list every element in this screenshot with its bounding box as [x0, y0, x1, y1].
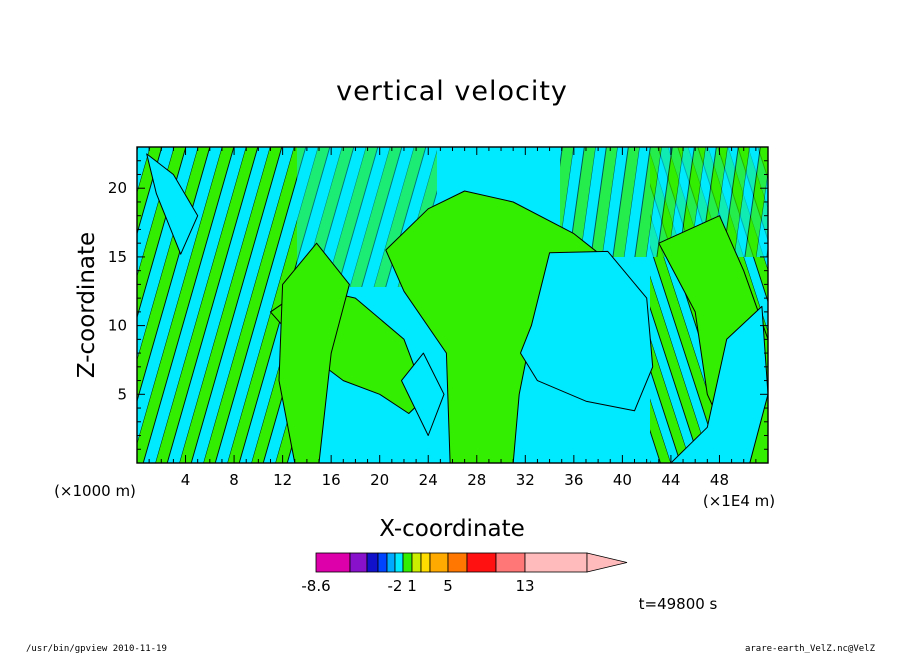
x-tick-label: 8 — [229, 471, 239, 489]
colorbar: -8.6 -2 1 5 13 — [301, 552, 628, 595]
colorbar-tick-label: 1 — [407, 577, 417, 595]
colorbar-tick-label: 13 — [515, 577, 534, 595]
x-axis-label: X-coordinate — [379, 516, 525, 542]
colorbar-tick-label: -8.6 — [301, 577, 330, 595]
y-tick-label: 5 — [117, 385, 127, 403]
x-tick-label: 28 — [467, 471, 486, 489]
contour-region-1 — [146, 153, 199, 255]
x-tick-label: 36 — [564, 471, 583, 489]
x-tick-label: 16 — [322, 471, 341, 489]
x-tick-label: 12 — [273, 471, 292, 489]
footer-left: /usr/bin/gpview 2010-11-19 — [26, 644, 167, 654]
x-tick-label: 48 — [710, 471, 729, 489]
y-tick-label: 20 — [108, 179, 127, 197]
colorbar-extend-triangle — [586, 552, 628, 573]
colorbar-swatch — [447, 552, 468, 573]
colorbar-swatch — [315, 552, 351, 573]
colorbar-swatch — [524, 552, 588, 573]
contour-region-7 — [670, 305, 768, 463]
y-axis-label: Z-coordinate — [74, 232, 100, 378]
colorbar-swatch — [402, 552, 413, 573]
upper-right-stripes — [560, 147, 768, 257]
y-axis-ticks: 5 10 15 20 — [108, 160, 768, 450]
time-label: t=49800 s — [639, 595, 718, 613]
contour-region-8 — [278, 242, 350, 463]
contour-region-5 — [401, 352, 445, 436]
x-unit-left: (×1000 m) — [54, 482, 136, 500]
contour-region-3 — [520, 250, 654, 412]
contour-region-2 — [385, 190, 599, 463]
x-tick-label: 20 — [370, 471, 389, 489]
colorbar-swatch — [466, 552, 497, 573]
x-tick-label: 4 — [181, 471, 191, 489]
colorbar-swatch — [420, 552, 431, 573]
colorbar-swatch — [349, 552, 368, 573]
footer-right: arare-earth_VelZ.nc@VelZ — [745, 644, 876, 654]
y-tick-label: 10 — [108, 317, 127, 335]
colorbar-tick-label: -2 — [388, 577, 403, 595]
plot-area — [137, 147, 768, 463]
x-unit-right: (×1E4 m) — [703, 492, 775, 510]
colorbar-swatch — [386, 552, 396, 573]
colorbar-tick-label: 5 — [443, 577, 453, 595]
chart-title: vertical velocity — [336, 76, 568, 107]
colorbar-swatch — [377, 552, 388, 573]
x-axis-ticks: 4 8 12 16 20 24 28 32 36 40 44 48 — [148, 147, 757, 489]
x-tick-label: 40 — [613, 471, 632, 489]
contour-regions — [146, 153, 768, 463]
colorbar-swatch — [394, 552, 404, 573]
x-tick-label: 24 — [419, 471, 438, 489]
x-tick-label: 32 — [516, 471, 535, 489]
colorbar-swatch — [366, 552, 379, 573]
colorbar-swatch — [495, 552, 526, 573]
y-tick-label: 15 — [108, 248, 127, 266]
x-tick-label: 44 — [661, 471, 680, 489]
colorbar-swatch — [411, 552, 422, 573]
colorbar-swatch — [429, 552, 449, 573]
